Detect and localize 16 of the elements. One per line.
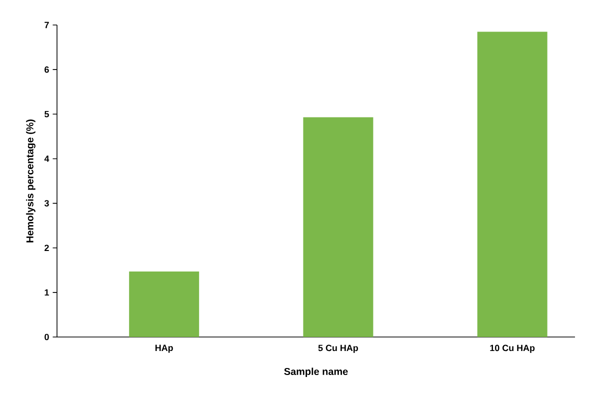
x-tick-label: 10 Cu HAp [490,344,535,353]
x-axis-title: Sample name [284,368,348,377]
y-tick-label: 3 [44,200,49,206]
y-tick-label: 0 [44,334,49,340]
y-axis-title: Hemolysis percentage (%) [26,120,36,242]
y-tick-label: 4 [44,156,50,162]
x-tick-label: HAp [155,344,173,353]
bar [303,117,374,337]
y-tick-label: 1 [44,289,49,296]
y-tick-label: 2 [44,244,49,251]
bar [477,32,548,337]
bar [129,271,200,337]
y-tick-label: 7 [44,22,49,28]
y-tick-label: 6 [44,66,49,73]
y-tick-label: 5 [44,111,49,118]
x-tick-label: 5 Cu HAp [318,344,358,353]
